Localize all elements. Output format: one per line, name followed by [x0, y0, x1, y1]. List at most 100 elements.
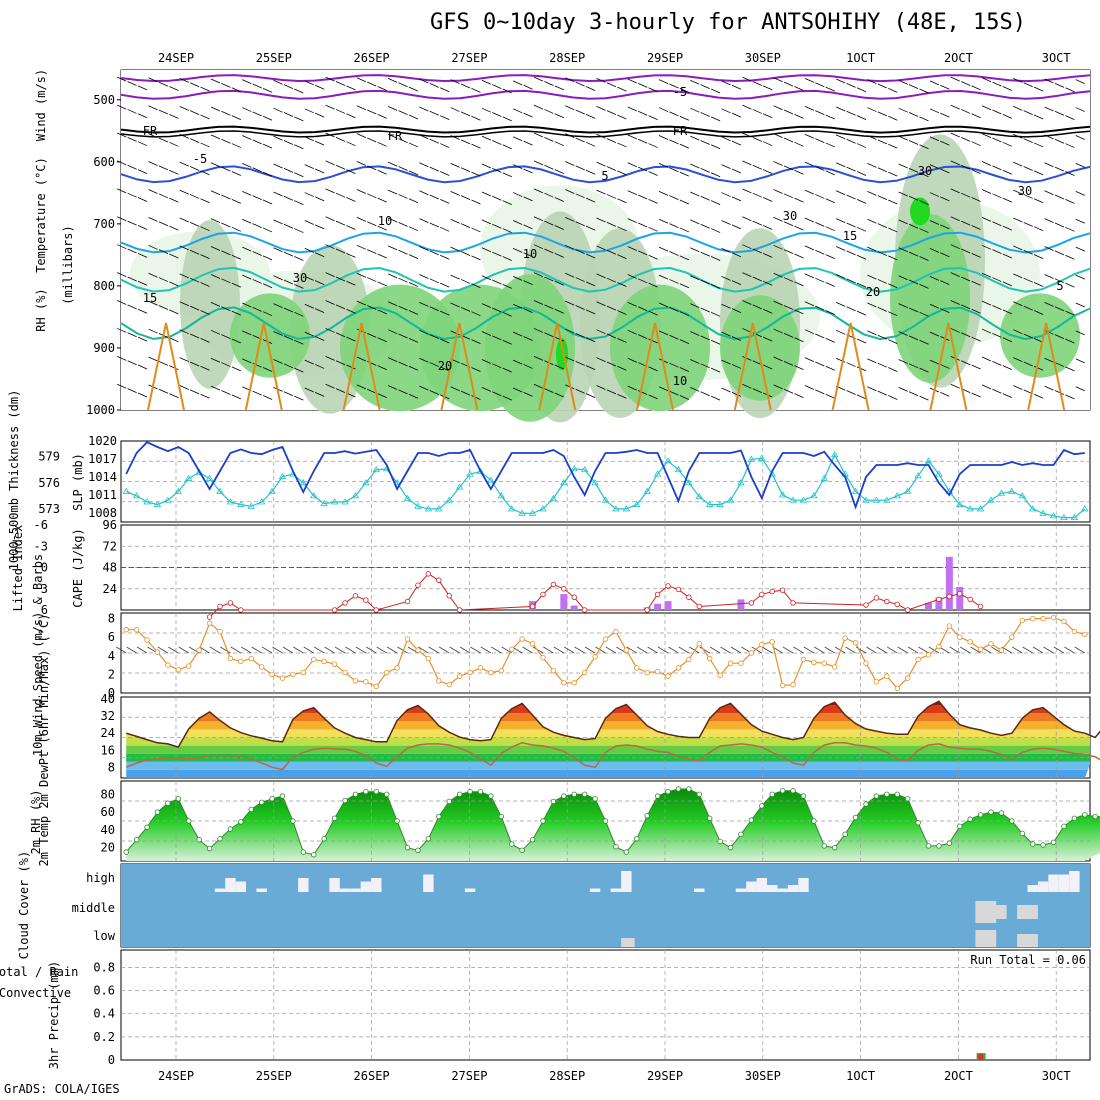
wind-barb: [386, 646, 398, 654]
thickness-line-point: [653, 470, 662, 477]
wind-barb: [564, 646, 575, 654]
lifted-index-line-point: [352, 593, 359, 599]
wind-barb: [471, 143, 481, 149]
wind-barb: [888, 367, 898, 372]
wind-barb: [137, 308, 148, 314]
wind-barb: [940, 252, 950, 258]
wind-barb: [804, 357, 815, 362]
wind-barb: [638, 110, 648, 116]
wind-barb: [846, 166, 856, 172]
wind-barb: [898, 247, 908, 253]
wind-barb: [189, 194, 200, 199]
wind-barb: [377, 393, 387, 398]
wind-barb: [585, 309, 596, 315]
wind-barb: [553, 646, 565, 654]
lifted-index-line-point: [967, 596, 973, 603]
wind-barb: [450, 246, 460, 252]
rh-line-point: [363, 788, 369, 795]
wind-barb: [127, 220, 137, 226]
wind-barb: [512, 108, 523, 114]
wind-barb: [574, 646, 585, 654]
wind-barb: [731, 280, 742, 286]
thickness-line-point: [476, 467, 485, 474]
wind-barb: [752, 248, 762, 254]
wind-barb: [294, 311, 304, 317]
wind-barb: [242, 107, 252, 112]
rh-line-point: [998, 810, 1005, 816]
wind-barb: [471, 255, 481, 261]
wind-speed-line-point: [561, 680, 567, 686]
surface-temp-contour: [342, 322, 381, 411]
wind-barb: [1054, 390, 1065, 395]
rh-line-point: [217, 836, 223, 842]
wind-barb: [658, 246, 669, 252]
thickness-line-point: [695, 492, 703, 500]
wind-barb: [846, 306, 856, 312]
temp-line: [125, 700, 1100, 748]
wind-barb: [210, 162, 221, 168]
wind-speed-line-point: [165, 662, 171, 668]
wind-barb: [606, 138, 617, 143]
wind-barb: [773, 189, 783, 194]
thickness-line-point: [851, 487, 860, 494]
wind-barb: [606, 82, 617, 88]
thickness-line-point: [789, 496, 797, 503]
wind-barb: [825, 198, 835, 204]
rh-line-point: [894, 791, 900, 798]
rh-line-point: [686, 786, 692, 792]
wind-barb: [783, 388, 794, 394]
temp-contour: [120, 231, 1091, 254]
wind-barb: [512, 331, 523, 337]
rh-line-point: [321, 836, 327, 842]
wind-barb: [856, 143, 867, 148]
wind-barb: [1065, 338, 1075, 344]
wind-barb: [221, 83, 231, 88]
rh-line-point: [446, 798, 452, 805]
lifted-index-line-point: [331, 607, 338, 613]
wind-barb: [544, 164, 554, 170]
wind-barb: [189, 249, 200, 255]
wind-barb: [919, 395, 929, 401]
wind-barb: [699, 646, 710, 654]
wind-barb: [273, 331, 283, 336]
lifted-index-line: [209, 573, 981, 618]
wind-barb: [981, 300, 992, 306]
wind-barb: [752, 192, 762, 198]
rh-tick: 40: [101, 823, 115, 837]
lifted-index-line-point: [884, 598, 890, 605]
contour-label: 10: [673, 374, 687, 388]
wind-barb: [1075, 107, 1085, 112]
wind-barb: [575, 81, 585, 87]
wind-barb: [575, 109, 585, 115]
rh-line-point: [540, 818, 546, 824]
wind-barb: [1044, 134, 1054, 140]
thickness-line-point: [643, 487, 651, 494]
wind-barb: [273, 247, 283, 253]
wind-barb: [1044, 385, 1054, 391]
lifted-index-line-point: [977, 603, 984, 610]
wind-barb: [585, 169, 596, 175]
wind-axis-label: 10m Wind Speed (m/s) & Barbs: [31, 554, 45, 756]
wind-barb: [398, 389, 408, 395]
top-date-label: 3OCT: [1042, 51, 1071, 65]
wind-barb: [252, 306, 262, 312]
wind-barb: [721, 275, 731, 281]
wind-barb: [627, 218, 637, 223]
thickness-line-point: [976, 505, 985, 512]
wind-barb: [367, 81, 377, 87]
wind-barb: [1023, 138, 1033, 143]
wind-barb: [1002, 169, 1013, 175]
wind-barb: [867, 190, 877, 196]
lifted-index-line-point: [779, 587, 786, 593]
wind-barb: [752, 136, 762, 142]
wind-barb: [179, 133, 189, 139]
wind-barb: [1044, 357, 1054, 363]
contour-label: FR: [673, 124, 688, 138]
wind-barb: [356, 300, 367, 306]
wind-barb: [929, 192, 940, 197]
wind-barb: [221, 194, 231, 200]
wind-barb: [179, 385, 189, 390]
wind-barb: [252, 279, 262, 284]
cloud-low-bar: [975, 930, 997, 947]
cloud-high-bar: [694, 888, 705, 892]
